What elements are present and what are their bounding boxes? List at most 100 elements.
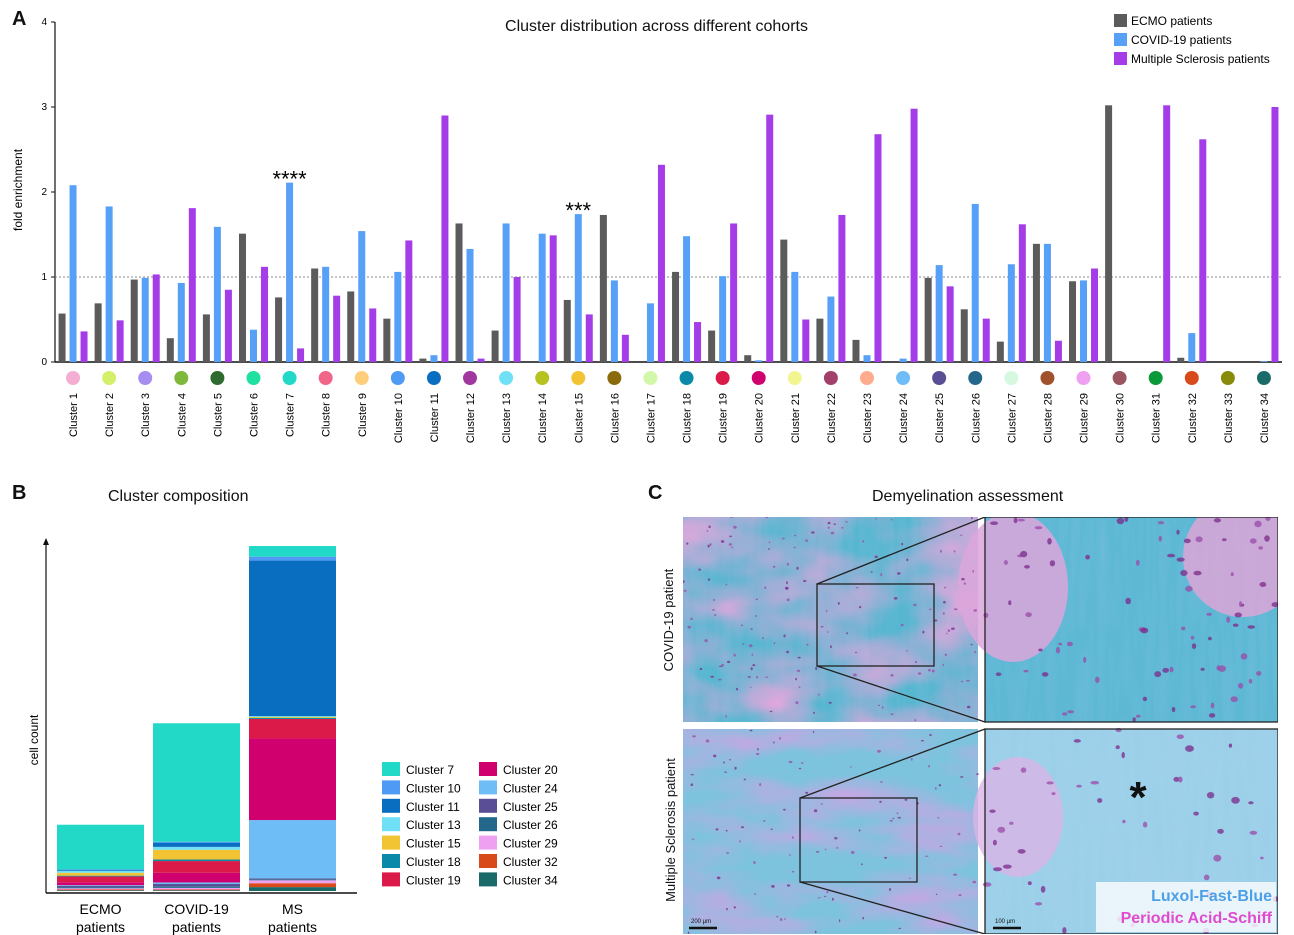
bar-cluster-28-s0: [1032, 243, 1040, 362]
x-tick-label: MS: [282, 901, 303, 917]
bar-cluster-25-s1: [935, 265, 943, 362]
legend-swatch: [382, 798, 400, 813]
stack-segment-cluster-29: [153, 887, 240, 890]
stack-segment-cluster-18: [57, 875, 144, 877]
stack-segment-cluster-20: [249, 738, 336, 821]
x-tick-label: Cluster 27: [1006, 393, 1018, 443]
x-tick-label: Cluster 7: [285, 393, 297, 437]
bar-cluster-11-s1: [430, 355, 438, 362]
bar-cluster-22-s0: [816, 318, 824, 362]
legend-label: Cluster 15: [406, 837, 461, 851]
bar-cluster-15-s1: [574, 214, 582, 362]
bar-cluster-5-s2: [224, 289, 232, 362]
stack-segment-cluster-25: [153, 884, 240, 887]
stack-segment-cluster-24: [249, 820, 336, 879]
significance-marker: ****: [272, 167, 307, 192]
stack-segment-cluster-13: [249, 716, 336, 718]
cluster-dot: [138, 371, 153, 385]
micrograph-covid-zoom: [958, 517, 1278, 722]
bar-cluster-3-s2: [152, 274, 160, 362]
chart-b: cell count ECMO patients COVID-19 patients MS…: [27, 538, 558, 935]
legend-swatch: [382, 762, 400, 776]
cluster-dot: [1256, 371, 1271, 385]
y-tick-label: 1: [41, 272, 47, 283]
cluster-dot: [859, 371, 874, 385]
stack-segment-cluster-24: [57, 885, 144, 886]
legend-label: Cluster 24: [503, 781, 558, 795]
cluster-dot: [66, 371, 81, 385]
y-axis-label: cell count: [27, 714, 41, 765]
bar-cluster-9-s2: [369, 308, 377, 362]
cluster-dot: [1040, 371, 1055, 385]
x-tick-label: Cluster 17: [645, 393, 657, 443]
cluster-dot: [607, 371, 622, 385]
bar-cluster-18-s0: [672, 271, 680, 362]
bar-cluster-18-s2: [694, 322, 702, 362]
x-tick-label: Cluster 21: [790, 393, 802, 443]
micrograph-ms-overview: [683, 729, 978, 934]
stack-segment-cluster-19: [57, 876, 144, 883]
legend-label: Cluster 13: [406, 818, 461, 832]
cluster-dot: [715, 371, 730, 385]
legend-label: Cluster 29: [503, 837, 558, 851]
row-label-ms: Multiple Sclerosis patient: [663, 758, 678, 902]
bar-cluster-32-s2: [1199, 139, 1207, 362]
legend-label: Cluster 20: [503, 763, 558, 777]
panel-c-title: Demyelination assessment: [872, 488, 1064, 505]
stack-segment-cluster-32: [57, 889, 144, 891]
stain-label-pas: Periodic Acid-Schiff: [1120, 910, 1272, 927]
bar-cluster-25-s2: [946, 286, 954, 362]
bar-cluster-19-s0: [708, 330, 716, 362]
stack-segment-cluster-26: [249, 879, 336, 881]
lesion-asterisk: *: [1129, 773, 1147, 822]
bar-cluster-27-s2: [1018, 224, 1026, 362]
legend-swatch: [479, 835, 497, 850]
y-axis-arrow: [43, 538, 49, 545]
chart-a-title: Cluster distribution across different co…: [505, 18, 808, 35]
bar-cluster-27-s1: [1007, 264, 1015, 362]
cluster-dot: [751, 371, 766, 385]
panel-letter-a: A: [12, 8, 27, 30]
legend-swatch: [382, 817, 400, 832]
x-tick-label: Cluster 33: [1223, 393, 1235, 443]
bar-cluster-1-s2: [80, 331, 88, 362]
cluster-dot: [823, 371, 838, 385]
x-tick-label: Cluster 34: [1259, 393, 1271, 443]
bar-cluster-13-s1: [502, 223, 510, 362]
bar-cluster-9-s0: [347, 291, 355, 362]
bar-cluster-8-s2: [333, 295, 341, 362]
bar-cluster-7-s0: [275, 297, 283, 362]
cluster-dot: [1112, 371, 1127, 385]
cluster-dot: [571, 371, 586, 385]
stack-segment-cluster-20: [57, 882, 144, 886]
bar-cluster-16-s1: [610, 280, 618, 362]
x-tick-label: COVID-19: [164, 901, 229, 917]
bar-cluster-8-s1: [322, 266, 330, 362]
x-tick-label: Cluster 25: [934, 393, 946, 443]
bar-cluster-13-s0: [491, 330, 499, 362]
stack-segment-cluster-29: [249, 880, 336, 884]
stack-segment-cluster-19: [249, 718, 336, 739]
legend-swatch: [1114, 33, 1127, 46]
legend-swatch: [1114, 14, 1127, 27]
cluster-dot: [318, 371, 333, 385]
bar-cluster-28-s2: [1054, 340, 1062, 362]
bar-cluster-17-s2: [657, 164, 665, 362]
legend-label: Cluster 18: [406, 855, 461, 869]
legend-label: Cluster 11: [406, 800, 460, 814]
x-tick-label: Cluster 24: [898, 393, 910, 443]
x-tick-label: Cluster 32: [1187, 393, 1199, 443]
x-tick-label: Cluster 28: [1042, 393, 1054, 443]
scale-bar-overview-label: 200 µm: [691, 919, 711, 925]
stack-segment-cluster-29: [57, 888, 144, 890]
stack-segment-cluster-15: [153, 849, 240, 860]
x-tick-label: Cluster 14: [537, 393, 549, 443]
x-tick-label: patients: [268, 919, 317, 935]
cluster-dot: [246, 371, 261, 385]
bar-cluster-15-s2: [585, 314, 593, 362]
bar-cluster-5-s0: [202, 314, 210, 362]
stack-segment-cluster-11: [249, 560, 336, 717]
stack-segment-cluster-26: [57, 887, 144, 889]
cluster-dot: [932, 371, 947, 385]
x-tick-label: Cluster 4: [176, 393, 188, 437]
